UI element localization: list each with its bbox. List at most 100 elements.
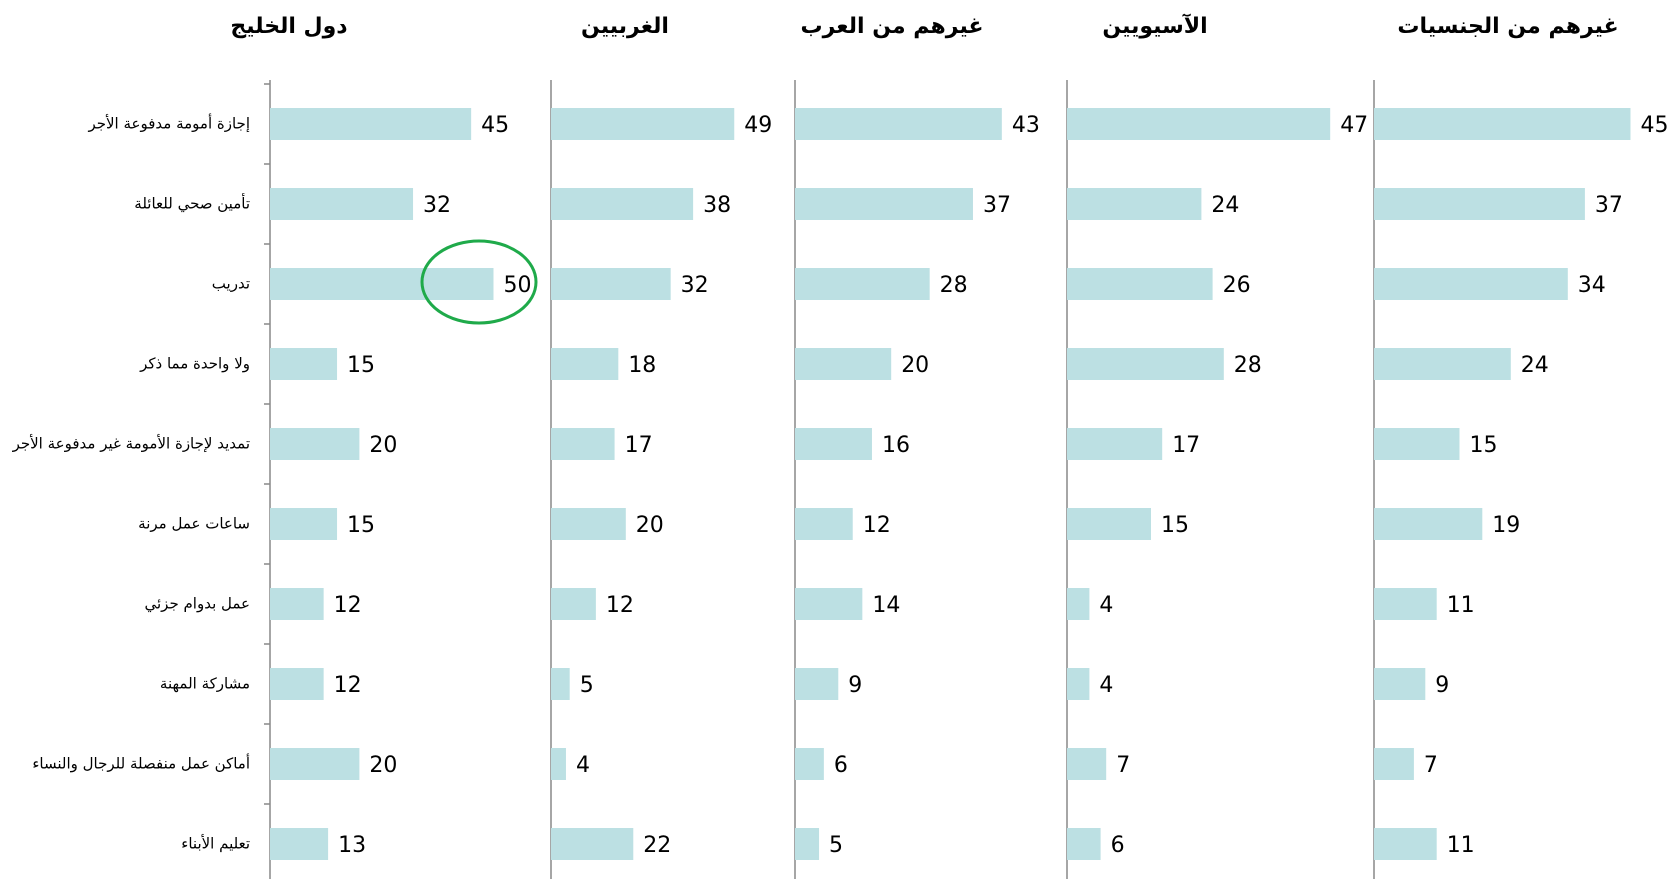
value-label: 7 bbox=[1424, 753, 1438, 778]
bar bbox=[270, 748, 360, 780]
value-label: 5 bbox=[829, 833, 843, 858]
value-label: 11 bbox=[1447, 593, 1475, 618]
value-label: 12 bbox=[863, 513, 891, 538]
bar bbox=[270, 268, 494, 300]
value-label: 6 bbox=[834, 753, 848, 778]
value-label: 38 bbox=[703, 193, 731, 218]
bar bbox=[551, 348, 619, 380]
value-label: 15 bbox=[1161, 513, 1189, 538]
panel-title: دول الخليج bbox=[230, 14, 347, 39]
bar bbox=[270, 428, 360, 460]
value-label: 24 bbox=[1211, 193, 1239, 218]
category-label: ساعات عمل مرنة bbox=[138, 515, 250, 533]
value-label: 45 bbox=[1641, 113, 1669, 138]
bar bbox=[270, 348, 338, 380]
value-label: 28 bbox=[1234, 353, 1262, 378]
category-label: تعليم الأبناء bbox=[181, 834, 250, 853]
value-label: 11 bbox=[1447, 833, 1475, 858]
bar bbox=[1374, 428, 1460, 460]
bar bbox=[551, 588, 596, 620]
bar bbox=[270, 188, 414, 220]
value-label: 15 bbox=[347, 513, 375, 538]
value-label: 20 bbox=[901, 353, 929, 378]
category-label: تمديد لإجازة الأمومة غير مدفوعة الأجر bbox=[12, 434, 250, 453]
bar bbox=[1067, 588, 1090, 620]
category-label: تدريب bbox=[212, 275, 250, 293]
bar bbox=[1374, 188, 1585, 220]
value-label: 32 bbox=[423, 193, 451, 218]
bar bbox=[270, 668, 324, 700]
bar bbox=[270, 828, 329, 860]
panel-title: غيرهم من الجنسيات bbox=[1397, 14, 1618, 39]
value-label: 14 bbox=[872, 593, 900, 618]
bar bbox=[551, 748, 566, 780]
bar bbox=[1374, 668, 1426, 700]
value-label: 16 bbox=[882, 433, 910, 458]
bar bbox=[1067, 748, 1107, 780]
bar bbox=[1067, 108, 1331, 140]
bar bbox=[1067, 668, 1090, 700]
value-label: 4 bbox=[1099, 593, 1113, 618]
value-label: 37 bbox=[1595, 193, 1623, 218]
value-label: 18 bbox=[628, 353, 656, 378]
value-label: 19 bbox=[1492, 513, 1520, 538]
bar bbox=[1067, 268, 1213, 300]
bar bbox=[551, 188, 694, 220]
bar bbox=[1067, 348, 1224, 380]
value-label: 43 bbox=[1012, 113, 1040, 138]
value-label: 49 bbox=[744, 113, 772, 138]
bar bbox=[795, 348, 892, 380]
bar bbox=[551, 668, 570, 700]
bar bbox=[1374, 508, 1483, 540]
bar bbox=[795, 588, 863, 620]
bar bbox=[1374, 108, 1631, 140]
bar bbox=[551, 828, 634, 860]
panel-title: الآسيويين bbox=[1102, 13, 1207, 39]
bar bbox=[795, 428, 872, 460]
bar bbox=[551, 108, 735, 140]
bar bbox=[1374, 588, 1437, 620]
value-label: 50 bbox=[504, 273, 532, 298]
value-label: 17 bbox=[1172, 433, 1200, 458]
value-label: 34 bbox=[1578, 273, 1606, 298]
bar bbox=[551, 428, 615, 460]
panel-title: غيرهم من العرب bbox=[801, 14, 984, 39]
value-label: 4 bbox=[1099, 673, 1113, 698]
bar bbox=[1374, 828, 1437, 860]
value-label: 28 bbox=[940, 273, 968, 298]
bar bbox=[1067, 828, 1101, 860]
bar bbox=[795, 748, 824, 780]
value-label: 15 bbox=[1470, 433, 1498, 458]
panel-title: الغربيين bbox=[581, 14, 669, 39]
value-label: 5 bbox=[580, 673, 594, 698]
value-label: 22 bbox=[643, 833, 671, 858]
category-label: عمل بدوام جزئي bbox=[145, 595, 251, 614]
bar bbox=[1067, 188, 1202, 220]
bar bbox=[1067, 508, 1151, 540]
bar bbox=[795, 268, 930, 300]
value-label: 45 bbox=[481, 113, 509, 138]
bar bbox=[795, 108, 1002, 140]
value-label: 24 bbox=[1521, 353, 1549, 378]
value-label: 20 bbox=[369, 753, 397, 778]
category-label: تأمين صحي للعائلة bbox=[134, 193, 250, 214]
bar bbox=[795, 188, 973, 220]
value-label: 9 bbox=[1435, 673, 1449, 698]
bar bbox=[795, 828, 820, 860]
value-label: 9 bbox=[848, 673, 862, 698]
value-label: 15 bbox=[347, 353, 375, 378]
value-label: 13 bbox=[338, 833, 366, 858]
bar bbox=[270, 508, 338, 540]
bar bbox=[1374, 348, 1511, 380]
highlight-circle bbox=[420, 239, 538, 325]
bar bbox=[1067, 428, 1163, 460]
value-label: 4 bbox=[576, 753, 590, 778]
bar bbox=[270, 588, 324, 620]
value-label: 26 bbox=[1223, 273, 1251, 298]
value-label: 20 bbox=[636, 513, 664, 538]
category-label: أماكن عمل منفصلة للرجال والنساء bbox=[32, 754, 250, 773]
bar bbox=[270, 108, 472, 140]
bar bbox=[795, 668, 839, 700]
value-label: 20 bbox=[369, 433, 397, 458]
